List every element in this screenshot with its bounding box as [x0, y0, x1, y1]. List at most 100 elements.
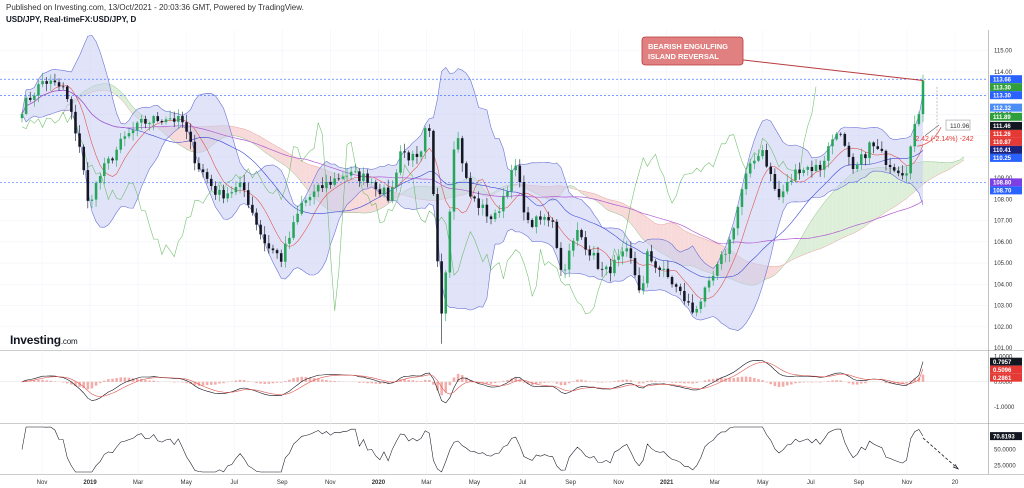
candle-body — [703, 287, 707, 302]
candle-body — [288, 237, 291, 244]
time-tick-label: Nov — [37, 480, 48, 486]
price-labels: 113.66 113.30 113.30 112.32 111.89 111.46 111.… — [990, 75, 1022, 440]
cloud-segment — [778, 264, 783, 272]
macd-histogram-bar — [423, 379, 427, 382]
cloud-segment — [951, 161, 956, 168]
time-tick-label: Nov — [325, 480, 336, 486]
price-label-box — [990, 153, 1022, 162]
cloud-segment — [840, 180, 845, 239]
candle-body — [378, 189, 382, 195]
price-label-box — [990, 186, 1022, 195]
macd-histogram-bar — [884, 381, 888, 384]
macd-histogram-bar — [45, 380, 48, 382]
cloud-segment — [589, 192, 594, 200]
rsi-tick-label: 25.0000 — [994, 464, 1016, 470]
macd-histogram-bar — [522, 381, 526, 383]
macd-histogram-bar — [366, 381, 369, 384]
macd-histogram-bar — [428, 380, 431, 382]
macd-histogram-bar — [218, 381, 221, 384]
cloud-segment — [638, 212, 644, 240]
macd-histogram-bar — [135, 378, 139, 382]
candle-body — [609, 266, 612, 274]
candle-body — [214, 185, 217, 195]
macd-histogram-bar — [321, 379, 324, 382]
candle-body — [358, 171, 361, 182]
cloud-segment — [239, 128, 244, 139]
candle-body — [921, 80, 925, 115]
cloud-segment — [276, 146, 282, 163]
candle-body — [251, 204, 254, 213]
macd-histogram-bar — [61, 381, 65, 383]
time-tick-label: Mar — [710, 480, 720, 486]
cloud-segment — [877, 167, 882, 218]
candle-body — [567, 250, 571, 270]
candle-body — [658, 267, 661, 271]
cloud-segment — [803, 226, 808, 255]
candle-body — [263, 234, 267, 244]
macd-histogram-bar — [543, 381, 546, 383]
candle-body — [707, 280, 711, 288]
candle-body — [897, 170, 900, 174]
macd-histogram-bar — [90, 381, 94, 389]
cloud-segment — [293, 156, 298, 178]
macd-histogram-bar — [271, 381, 275, 384]
time-tick-label: 2019 — [83, 480, 97, 486]
macd-histogram-bar — [720, 377, 723, 382]
macd-histogram-bar — [711, 378, 715, 382]
candle-body — [275, 250, 279, 254]
candle-body — [810, 167, 814, 171]
candle-body — [555, 221, 559, 248]
macd-tick-label: 1.0000 — [994, 355, 1013, 361]
candle-body — [152, 116, 155, 124]
candle-body — [271, 248, 275, 251]
macd-histogram-bar — [53, 381, 57, 382]
cloud-segment — [774, 266, 779, 276]
price-tick-label: 106.00 — [994, 240, 1013, 246]
cloud-segment — [568, 185, 574, 189]
macd-histogram-bar — [181, 381, 184, 383]
chikou-line — [21, 86, 817, 315]
cloud-segment — [828, 192, 833, 246]
candle-body — [670, 276, 674, 285]
macd-histogram-bar — [415, 380, 419, 382]
candle-body — [880, 148, 884, 151]
macd-histogram-bar — [765, 381, 768, 383]
candle-body — [70, 99, 73, 112]
candle-body — [477, 198, 480, 208]
candle-body — [304, 200, 308, 203]
candle-body — [798, 169, 801, 174]
cloud-segment — [881, 167, 886, 215]
candle-body — [489, 216, 493, 220]
cloud-segment — [606, 198, 611, 212]
macd-histogram-bar — [197, 381, 201, 386]
callout-box — [641, 36, 744, 66]
candle-body — [687, 301, 690, 303]
macd-histogram-bar — [654, 380, 657, 382]
candle-body — [633, 258, 637, 276]
price-label-text: 0.7957 — [993, 360, 1012, 366]
macd-histogram-bar — [288, 379, 291, 382]
cloud-segment — [708, 240, 713, 274]
measure-label: -2.42 (-2.14%) -242 — [913, 136, 974, 143]
candle-body — [193, 141, 197, 164]
macd-histogram-bar — [847, 381, 851, 384]
cloud-segment — [581, 190, 586, 196]
cloud-segment — [643, 214, 648, 244]
candle-body — [720, 254, 723, 265]
value-box — [945, 119, 971, 131]
candle-body — [98, 176, 102, 183]
candle-body — [205, 172, 209, 179]
macd-histogram-bar — [835, 380, 838, 382]
macd-histogram-bar — [119, 377, 123, 382]
candle-body — [144, 118, 147, 124]
cloud-segment — [889, 168, 895, 210]
macd-histogram-bar — [584, 380, 587, 382]
candle-body — [448, 211, 452, 273]
candle-body — [868, 142, 871, 159]
macd-histogram-bar — [74, 381, 77, 387]
macd-histogram-bar — [115, 378, 118, 382]
macd-histogram-bar — [440, 381, 443, 396]
macd-histogram-bar — [222, 381, 225, 384]
time-tick-label: May — [757, 480, 768, 486]
